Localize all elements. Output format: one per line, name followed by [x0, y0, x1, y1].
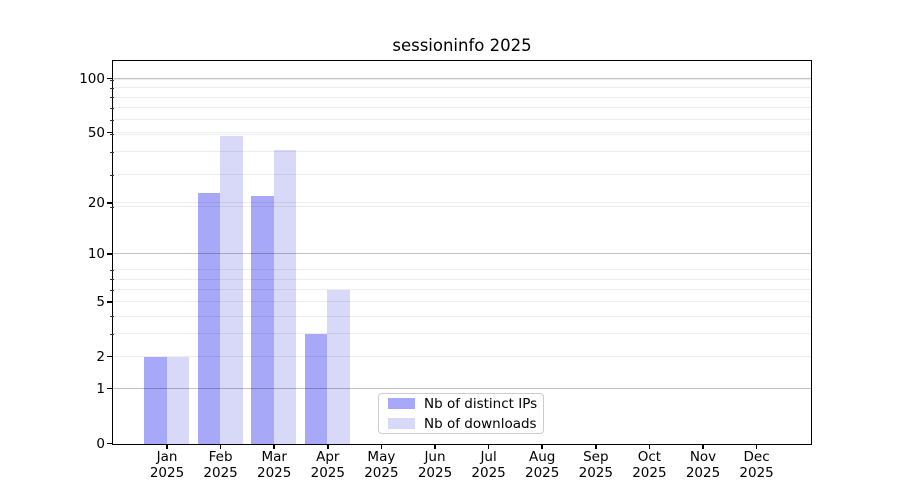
- x-tick-label-may: May 2025: [364, 449, 399, 481]
- legend-item-distinct-ips: Nb of distinct IPs: [388, 395, 538, 412]
- bar-nb-of-distinct-ips-apr: [304, 334, 328, 444]
- x-tick-mark: [755, 444, 758, 449]
- y-tick-mark: [107, 253, 113, 255]
- x-tick-label-apr: Apr 2025: [310, 449, 345, 481]
- y-minor-tick-mark: [110, 119, 114, 121]
- gridline-minor: [113, 278, 811, 280]
- gridline-minor: [113, 289, 811, 291]
- x-tick-mark: [434, 444, 436, 449]
- y-minor-tick-mark: [110, 289, 114, 291]
- gridline-minor: [113, 174, 811, 176]
- y-tick-label: 5: [96, 293, 105, 310]
- chart-title: sessioninfo 2025: [392, 36, 532, 55]
- gridline-minor: [113, 119, 811, 121]
- x-tick-mark: [380, 444, 383, 449]
- y-minor-tick-mark: [110, 87, 114, 89]
- y-tick-label: 20: [87, 194, 105, 211]
- bar-nb-of-downloads-apr: [327, 290, 350, 444]
- bar-nb-of-downloads-jan: [166, 357, 189, 444]
- x-tick-mark: [273, 444, 275, 449]
- legend-label-downloads: Nb of downloads: [424, 415, 537, 432]
- y-tick-mark: [107, 131, 113, 134]
- y-tick-label: 1: [96, 380, 105, 397]
- gridline-minor: [113, 315, 811, 317]
- y-tick-mark: [107, 202, 113, 204]
- x-tick-mark: [327, 444, 329, 449]
- x-tick-label-aug: Aug 2025: [525, 449, 560, 481]
- legend-item-downloads: Nb of downloads: [388, 415, 537, 432]
- x-tick-label-mar: Mar 2025: [257, 449, 292, 481]
- gridline-minor: [113, 206, 811, 208]
- x-tick-mark: [648, 444, 651, 449]
- y-tick-mark: [107, 355, 113, 358]
- legend: Nb of distinct IPs Nb of downloads: [378, 393, 544, 434]
- x-tick-mark: [595, 444, 597, 449]
- y-minor-tick-mark: [110, 206, 114, 208]
- y-minor-tick-mark: [110, 279, 114, 281]
- gridline-minor: [113, 87, 811, 89]
- y-minor-tick-mark: [110, 174, 114, 176]
- gridline-minor: [113, 356, 811, 358]
- gridline-minor: [113, 333, 811, 335]
- gridline-major: [113, 388, 811, 390]
- gridline-minor: [113, 132, 811, 134]
- x-tick-mark: [219, 444, 222, 449]
- x-tick-label-jun: Jun 2025: [417, 449, 453, 481]
- gridline-major: [113, 253, 811, 255]
- gridline-minor: [113, 301, 811, 303]
- gridline-minor: [113, 107, 811, 109]
- legend-swatch-downloads-icon: [388, 418, 415, 429]
- x-tick-label-nov: Nov 2025: [685, 449, 721, 481]
- y-tick-mark: [107, 77, 113, 80]
- y-minor-tick-mark: [110, 316, 114, 318]
- y-minor-tick-mark: [110, 269, 114, 271]
- y-tick-label: 100: [79, 70, 105, 87]
- y-tick-label: 10: [87, 245, 105, 262]
- y-tick-label: 2: [96, 348, 105, 365]
- bar-nb-of-downloads-mar: [273, 150, 297, 444]
- x-tick-mark: [702, 444, 704, 449]
- gridline-minor: [113, 133, 811, 135]
- x-tick-label-jul: Jul 2025: [471, 449, 506, 481]
- x-tick-mark: [541, 444, 543, 449]
- gridline-major: [113, 78, 811, 80]
- x-tick-label-dec: Dec 2025: [739, 449, 774, 481]
- gridline-minor: [113, 79, 811, 80]
- gridline-minor: [113, 96, 811, 98]
- bar-nb-of-downloads-feb: [220, 136, 243, 444]
- plot-area: [112, 60, 812, 445]
- y-minor-tick-mark: [110, 333, 114, 335]
- x-tick-mark: [166, 444, 168, 449]
- x-tick-label-sep: Sep 2025: [578, 449, 613, 481]
- gridline-minor: [113, 269, 811, 271]
- y-minor-tick-mark: [110, 79, 114, 81]
- x-tick-label-oct: Oct 2025: [632, 449, 667, 481]
- bar-nb-of-distinct-ips-mar: [251, 196, 274, 444]
- legend-swatch-distinct-ips-icon: [388, 398, 415, 409]
- x-tick-label-feb: Feb 2025: [203, 449, 238, 481]
- y-minor-tick-mark: [110, 134, 114, 136]
- x-tick-mark: [487, 444, 490, 449]
- gridline-minor: [113, 202, 811, 204]
- y-tick-mark: [107, 387, 113, 390]
- y-minor-tick-mark: [110, 107, 114, 109]
- gridline-minor: [113, 151, 811, 153]
- y-minor-tick-mark: [110, 151, 114, 153]
- bar-nb-of-distinct-ips-feb: [197, 192, 221, 444]
- bar-nb-of-distinct-ips-jan: [144, 357, 167, 444]
- x-tick-label-jan: Jan 2025: [149, 449, 185, 481]
- y-tick-label: 50: [87, 124, 105, 141]
- y-tick-label: 0: [96, 435, 105, 452]
- y-tick-mark: [107, 442, 113, 445]
- y-minor-tick-mark: [110, 97, 114, 99]
- y-tick-mark: [107, 301, 113, 303]
- legend-label-distinct-ips: Nb of distinct IPs: [424, 395, 538, 412]
